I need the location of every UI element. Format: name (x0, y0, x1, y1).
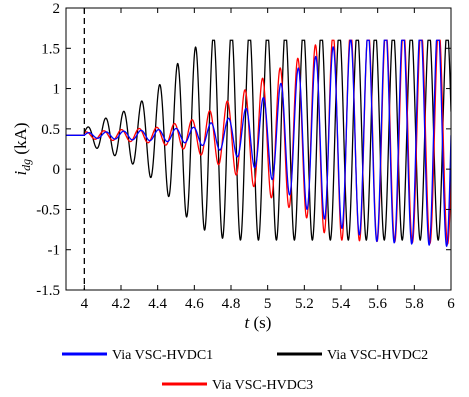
y-axis-label-unit: (kA) (11, 122, 30, 158)
x-tick-label: 4.2 (112, 296, 131, 312)
y-axis-label-var: i (11, 171, 30, 176)
y-tick-label: 0.5 (41, 122, 60, 138)
x-tick-label: 5.8 (405, 296, 424, 312)
series-line-1 (66, 39, 451, 248)
y-axis: -1.5 -1 -0.5 0 0.5 1 1.5 2 (36, 1, 451, 299)
y-axis-label: idg (kA) (11, 122, 33, 175)
x-tick-label: 5.2 (295, 296, 314, 312)
legend-label-hvdc3: Via VSC-HVDC3 (212, 378, 313, 393)
x-tick-label: 5 (264, 296, 272, 312)
y-tick-label: 0 (53, 162, 61, 178)
plot-frame (65, 7, 452, 291)
x-tick-label: 4 (81, 296, 89, 312)
x-tick-label: 5.6 (368, 296, 387, 312)
y-tick-label: -1 (48, 243, 61, 259)
series-line-2 (66, 39, 451, 241)
x-tick-label: 5.4 (332, 296, 351, 312)
x-axis-label: t (s) (245, 313, 272, 332)
x-tick-label: 6 (447, 296, 455, 312)
y-axis-label-sub: dg (19, 159, 33, 171)
legend: Via VSC-HVDC1 Via VSC-HVDC2 Via VSC-HVDC… (62, 348, 428, 393)
x-tick-label: 4.8 (222, 296, 241, 312)
x-tick-label: 4.4 (148, 296, 167, 312)
x-tick-label: 4.6 (185, 296, 204, 312)
y-tick-label: 2 (53, 1, 61, 17)
legend-label-hvdc2: Via VSC-HVDC2 (327, 348, 428, 363)
x-axis-label-unit: (s) (249, 313, 271, 332)
y-tick-label: -0.5 (36, 202, 60, 218)
x-axis-label-var: t (245, 313, 251, 332)
x-axis: 4 4.2 4.4 4.6 4.8 5 5.2 5.4 5.6 5.8 6 (81, 8, 455, 312)
series-layer (66, 39, 451, 248)
y-tick-label: 1.5 (41, 41, 60, 57)
y-tick-label: -1.5 (36, 283, 60, 299)
legend-label-hvdc1: Via VSC-HVDC1 (112, 348, 213, 363)
y-tick-label: 1 (53, 82, 61, 98)
plot-area (66, 8, 451, 290)
